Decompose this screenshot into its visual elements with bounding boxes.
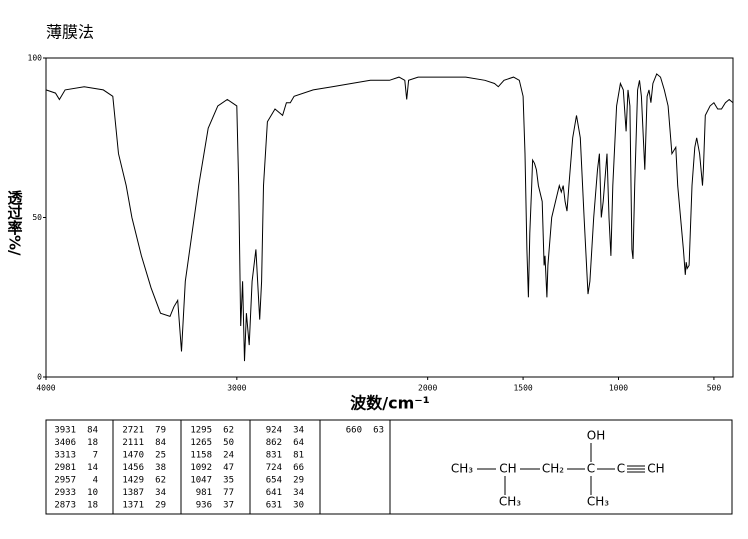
peak-intensity: 30: [293, 501, 304, 511]
peak-wavenumber: 660: [346, 426, 362, 436]
peak-wavenumber: 654: [266, 476, 282, 486]
atom: CH₃: [451, 462, 473, 476]
atom: C: [587, 462, 595, 476]
atom: C: [617, 462, 625, 476]
peak-intensity: 81: [293, 451, 304, 461]
peak-wavenumber: 1092: [190, 463, 212, 473]
x-tick-label: 1000: [609, 384, 628, 393]
peak-wavenumber: 631: [266, 501, 282, 511]
peak-intensity: 63: [373, 426, 384, 436]
x-tick-label: 500: [707, 384, 722, 393]
x-tick-label: 4000: [36, 384, 55, 393]
atom: CH₃: [587, 495, 609, 509]
peak-intensity: 4: [93, 476, 98, 486]
structure: OH CH₃ CH CH₂ C C CH CH₃ CH₃: [451, 429, 665, 509]
chart-title: 薄膜法: [46, 23, 94, 42]
peak-intensity: 64: [293, 438, 304, 448]
peak-wavenumber: 1429: [122, 476, 144, 486]
y-tick-label: 100: [28, 54, 43, 63]
atom: OH: [587, 429, 605, 443]
peak-wavenumber: 1470: [122, 451, 144, 461]
peak-intensity: 66: [293, 463, 304, 473]
x-tick-label: 2000: [418, 384, 437, 393]
peak-wavenumber: 862: [266, 438, 282, 448]
peak-wavenumber: 3313: [54, 451, 76, 461]
x-tick-label: 3000: [227, 384, 246, 393]
peak-wavenumber: 2981: [54, 463, 76, 473]
peak-intensity: 62: [223, 426, 234, 436]
peak-wavenumber: 936: [196, 501, 212, 511]
peak-intensity: 47: [223, 463, 234, 473]
peak-intensity: 14: [87, 463, 98, 473]
peak-wavenumber: 2111: [122, 438, 144, 448]
spectrum-line: [45, 73, 734, 362]
peak-intensity: 50: [223, 438, 234, 448]
peak-intensity: 29: [155, 501, 166, 511]
atom: CH: [499, 462, 516, 476]
peak-intensity: 79: [155, 426, 166, 436]
peak-wavenumber: 1371: [122, 501, 144, 511]
peak-wavenumber: 2721: [122, 426, 144, 436]
peak-intensity: 7: [93, 451, 98, 461]
y-tick-label: 50: [32, 213, 42, 222]
peak-intensity: 34: [293, 488, 304, 498]
table-dividers: [112, 420, 391, 514]
peak-wavenumber: 981: [196, 488, 212, 498]
peak-intensity: 37: [223, 501, 234, 511]
peak-wavenumber: 2933: [54, 488, 76, 498]
peak-intensity: 77: [223, 488, 234, 498]
peak-wavenumber: 724: [266, 463, 282, 473]
peak-wavenumber: 1265: [190, 438, 212, 448]
peak-wavenumber: 924: [266, 426, 282, 436]
peak-intensity: 18: [87, 501, 98, 511]
atom: CH: [647, 462, 664, 476]
peak-intensity: 84: [87, 426, 98, 436]
peak-wavenumber: 3931: [54, 426, 76, 436]
peak-wavenumber: 2957: [54, 476, 76, 486]
x-tick-label: 1500: [513, 384, 532, 393]
peak-wavenumber: 2873: [54, 501, 76, 511]
peak-intensity: 34: [155, 488, 166, 498]
y-axis-label: 透过率%/: [6, 190, 24, 256]
atom: CH₃: [499, 495, 521, 509]
y-tick-label: 0: [37, 373, 42, 382]
peak-wavenumber: 3406: [54, 438, 76, 448]
peak-intensity: 34: [293, 426, 304, 436]
peak-intensity: 18: [87, 438, 98, 448]
peak-intensity: 35: [223, 476, 234, 486]
peak-intensity: 29: [293, 476, 304, 486]
peak-wavenumber: 1295: [190, 426, 212, 436]
peak-wavenumber: 641: [266, 488, 282, 498]
peak-intensity: 25: [155, 451, 166, 461]
x-axis-label: 波数/cm⁻¹: [350, 394, 429, 413]
peak-intensity: 84: [155, 438, 166, 448]
peak-wavenumber: 1158: [190, 451, 212, 461]
peak-table-frame: [45, 419, 733, 515]
peak-wavenumber: 1456: [122, 463, 144, 473]
peak-wavenumber: 831: [266, 451, 282, 461]
peak-wavenumber: 1047: [190, 476, 212, 486]
peak-intensity: 38: [155, 463, 166, 473]
peak-intensity: 10: [87, 488, 98, 498]
peak-intensity: 24: [223, 451, 234, 461]
atom: CH₂: [542, 462, 564, 476]
peak-intensity: 62: [155, 476, 166, 486]
bonds: [477, 443, 645, 495]
peak-wavenumber: 1387: [122, 488, 144, 498]
